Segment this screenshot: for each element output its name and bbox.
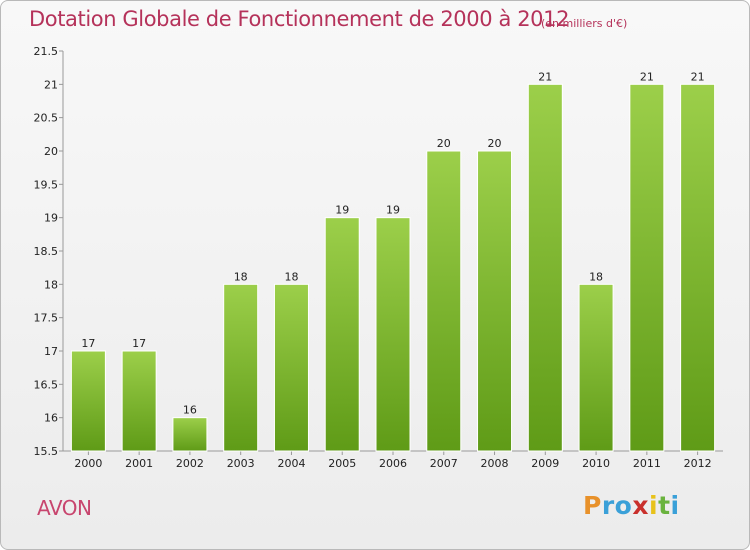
chart-axes: 15.5 16 16.5 17 17.5 18 18.5 19 19.5 20 20.5 21 21.5… (34, 45, 723, 470)
x-tick-label: 2009 (531, 457, 559, 470)
bar-2002 (172, 417, 208, 452)
bar-2012 (680, 83, 716, 452)
bar-2006 (375, 217, 411, 452)
y-tick-label: 17.5 (34, 312, 59, 325)
bar-2004 (273, 283, 309, 452)
y-tick-label: 16.5 (34, 378, 59, 391)
x-tick-label: 2000 (74, 457, 102, 470)
y-tick-label: 18.5 (34, 245, 59, 258)
bar-value-label: 17 (81, 337, 95, 350)
x-tick-label: 2010 (582, 457, 610, 470)
chart-subtitle: (en milliers d'€) (541, 17, 628, 30)
y-tick-label: 21.5 (34, 45, 59, 58)
bar-value-label: 18 (589, 270, 603, 283)
y-tick-label: 20.5 (34, 112, 59, 125)
bar-2010 (578, 283, 614, 452)
y-tick-label: 19 (44, 212, 58, 225)
logo-letter: o (614, 491, 633, 520)
bar-value-label: 20 (488, 137, 502, 150)
y-tick-label: 15.5 (34, 445, 59, 458)
bar-2007 (426, 150, 462, 452)
bar-value-label: 19 (386, 204, 400, 217)
x-tick-label: 2007 (430, 457, 458, 470)
y-tick-label: 20 (44, 145, 58, 158)
x-tick-label: 2001 (125, 457, 153, 470)
bar-2008 (477, 150, 513, 452)
bar-2001 (121, 350, 157, 452)
logo-letter: x (632, 491, 649, 520)
y-tick-label: 19.5 (34, 178, 59, 191)
commune-name: AVON (37, 496, 92, 520)
x-tick-label: 2012 (684, 457, 712, 470)
bar-value-label: 18 (284, 270, 298, 283)
x-tick-label: 2006 (379, 457, 407, 470)
y-tick-label: 18 (44, 278, 58, 291)
bar-value-label: 20 (437, 137, 451, 150)
y-tick-label: 21 (44, 78, 58, 91)
bar-value-label: 18 (234, 270, 248, 283)
logo-letter: i (670, 491, 680, 520)
logo-letter: P (583, 491, 602, 520)
x-tick-label: 2011 (633, 457, 661, 470)
y-tick-label: 16 (44, 412, 58, 425)
x-tick-label: 2008 (481, 457, 509, 470)
bar-value-label: 19 (335, 204, 349, 217)
bar-value-label: 21 (640, 70, 654, 83)
bar-value-label: 16 (183, 404, 197, 417)
logo-letter: r (601, 491, 615, 520)
x-tick-label: 2004 (277, 457, 305, 470)
bar-2005 (324, 217, 360, 452)
x-tick-label: 2003 (227, 457, 255, 470)
x-tick-label: 2002 (176, 457, 204, 470)
bar-2011 (629, 83, 665, 452)
y-tick-label: 17 (44, 345, 58, 358)
x-tick-label: 2005 (328, 457, 356, 470)
chart-title: Dotation Globale de Fonctionnement de 20… (29, 7, 570, 31)
bar-2000 (70, 350, 106, 452)
chart-bars: 17 17 16 18 18 19 19 20 20 21 18 21 21 (70, 70, 716, 452)
logo-letter: t (658, 491, 671, 520)
bar-2009 (527, 83, 563, 452)
proxiti-logo[interactable]: Proxiti (583, 491, 680, 520)
bar-value-label: 21 (691, 70, 705, 83)
logo-letter: i (649, 491, 659, 520)
bar-value-label: 17 (132, 337, 146, 350)
bar-2003 (223, 283, 259, 452)
bar-value-label: 21 (538, 70, 552, 83)
